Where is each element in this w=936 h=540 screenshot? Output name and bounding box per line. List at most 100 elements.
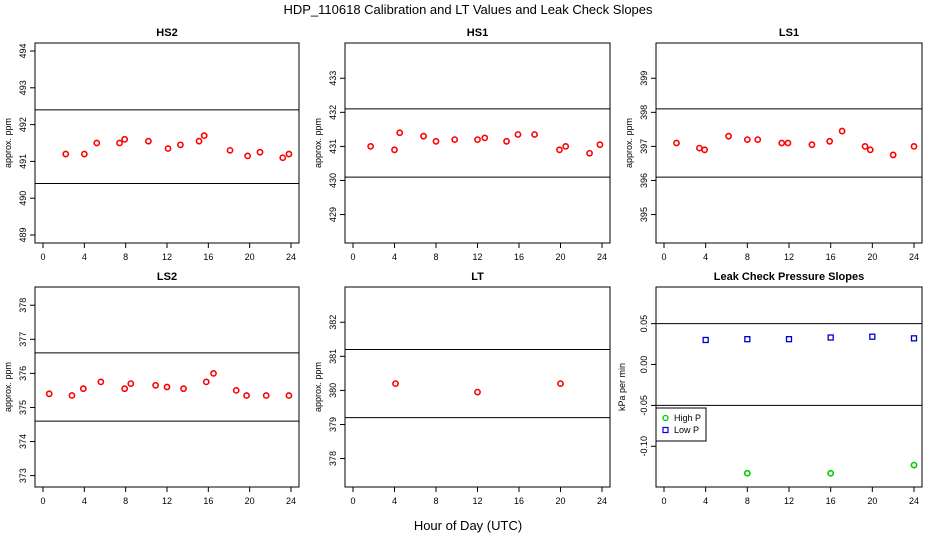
x-tick-label: 16 (514, 252, 524, 262)
data-point (910, 461, 918, 469)
data-point (68, 392, 76, 399)
data-point (673, 139, 680, 147)
x-tick-label: 16 (826, 252, 836, 262)
x-tick-label: 8 (745, 496, 750, 506)
y-tick-label: 381 (328, 349, 338, 364)
x-tick-label: 4 (392, 496, 397, 506)
data-point (474, 136, 481, 143)
y-axis-label: kPa per min (617, 363, 627, 411)
data-point (226, 146, 234, 154)
plot-frame (655, 286, 923, 488)
x-tick-label: 0 (350, 496, 355, 506)
data-point (144, 137, 152, 145)
panel-hs2: HS2 0 4 8 12 16 20 24 489 490 491 492 493 494 approx. … (3, 27, 300, 262)
data-point (97, 378, 105, 386)
y-tick-label: 397 (639, 139, 649, 154)
y-tick-label: -0.05 (639, 395, 649, 416)
legend-box (655, 407, 707, 442)
data-point (785, 336, 793, 343)
plot-frame (34, 42, 300, 244)
x-tick-label: 8 (123, 496, 128, 506)
data-point (754, 136, 762, 143)
x-tick-label: 24 (909, 252, 919, 262)
legend-marker (662, 414, 669, 422)
y-tick-label: 491 (18, 154, 28, 169)
data-point (256, 148, 264, 156)
y-tick-label: 398 (639, 105, 649, 120)
y-tick-label: 396 (639, 173, 649, 188)
y-axis-label: approx. ppm (624, 118, 634, 168)
x-tick-label: 0 (40, 496, 45, 506)
data-point (285, 150, 293, 158)
data-point (596, 141, 604, 149)
data-point (556, 146, 563, 154)
y-tick-label: 395 (639, 207, 649, 222)
x-tick-label: 4 (392, 252, 397, 262)
y-tick-label: 492 (18, 117, 28, 132)
y-tick-label: 432 (328, 105, 338, 120)
data-point (62, 150, 70, 158)
panel-title: HS2 (156, 27, 177, 39)
data-point (784, 139, 792, 147)
data-point (910, 143, 918, 150)
y-tick-label: 430 (328, 173, 338, 188)
data-point (586, 149, 593, 157)
data-point (80, 150, 88, 158)
plot-frame (34, 286, 300, 488)
x-tick-label: 16 (203, 496, 213, 506)
y-tick-label: 378 (328, 451, 338, 466)
x-tick-label: 20 (867, 496, 877, 506)
x-tick-label: 12 (784, 252, 794, 262)
y-tick-label: 399 (639, 71, 649, 86)
data-point (702, 336, 709, 344)
data-point (562, 143, 570, 150)
data-point (195, 137, 203, 145)
x-tick-label: 24 (597, 252, 607, 262)
data-point (481, 134, 489, 142)
x-tick-label: 8 (433, 496, 438, 506)
data-point (701, 146, 709, 154)
data-point (45, 390, 53, 398)
data-point (262, 392, 270, 399)
y-tick-label: 376 (18, 366, 28, 381)
x-tick-label: 4 (703, 252, 708, 262)
panel-lt: LT 0 4 8 12 16 20 24 378 379 380 381 382 approx. ppm (313, 271, 611, 506)
x-tick-label: 4 (703, 496, 708, 506)
data-point (127, 380, 135, 387)
plot-frame (344, 42, 611, 244)
data-point (79, 385, 87, 393)
x-tick-label: 0 (661, 252, 666, 262)
y-tick-label: 494 (18, 43, 28, 58)
y-tick-label: 0.00 (639, 356, 649, 374)
y-axis-label: approx. ppm (313, 362, 323, 412)
data-point (93, 139, 101, 147)
figure-title: HDP_110618 Calibration and LT Values and… (283, 2, 653, 17)
data-point (474, 388, 481, 396)
data-point (279, 154, 287, 162)
y-tick-label: 373 (18, 468, 28, 483)
x-tick-label: 24 (286, 496, 296, 506)
x-tick-label: 4 (82, 496, 87, 506)
x-tick-label: 0 (350, 252, 355, 262)
x-tick-label: 20 (867, 252, 877, 262)
panel-title: LT (471, 271, 484, 283)
panel-ls1: LS1 0 4 8 12 16 20 24 395 396 397 398 399 approx. ppm (624, 27, 923, 262)
data-point (451, 136, 459, 143)
y-tick-label: 431 (328, 139, 338, 154)
x-tick-label: 8 (745, 252, 750, 262)
x-tick-label: 16 (514, 496, 524, 506)
plot-frame (655, 42, 923, 244)
x-tick-label: 4 (82, 252, 87, 262)
data-point (827, 334, 834, 341)
y-tick-label: 490 (18, 191, 28, 206)
x-tick-label: 8 (123, 252, 128, 262)
data-point (725, 132, 732, 140)
panel-title: LS1 (779, 27, 799, 39)
panel-title: LS2 (157, 271, 177, 283)
y-tick-label: 382 (328, 315, 338, 330)
legend-label: Low P (674, 425, 699, 435)
data-point (514, 131, 522, 138)
x-tick-label: 16 (203, 252, 213, 262)
data-point (164, 145, 172, 152)
data-point (244, 152, 251, 160)
